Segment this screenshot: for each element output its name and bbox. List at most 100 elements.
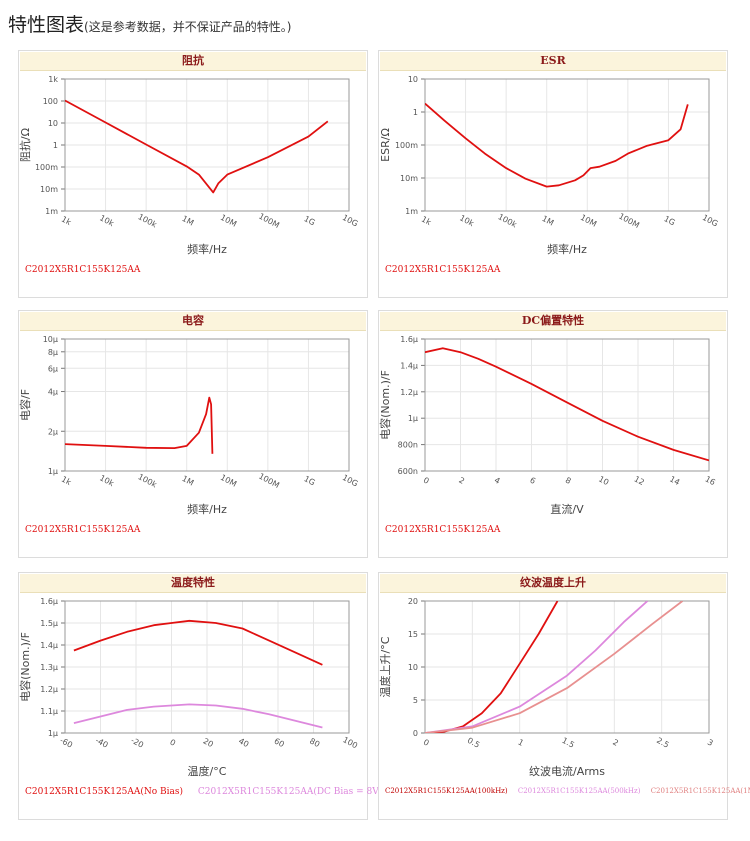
x-tick-label: 40 [237,736,250,749]
x-tick-label: 0 [422,476,431,486]
y-tick-label: 1.2μ [400,388,418,397]
x-tick-label: 10G [701,213,720,229]
x-tick-label: 10M [579,213,598,229]
y-tick-label: 6μ [48,364,58,373]
y-axis-label: ESR/Ω [379,128,392,162]
y-tick-label: 4μ [48,388,58,397]
y-tick-label: 1.4μ [40,641,58,650]
x-tick-label: 100k [136,212,158,229]
chart-title: ESR [380,52,726,71]
x-tick-label: 1G [303,474,317,487]
x-tick-label: 1M [180,214,195,228]
y-tick-label: 1 [53,141,58,150]
chart-title: 电容 [20,312,366,331]
x-tick-label: 2 [457,476,466,486]
legend-entry: C2012X5R1C155K125AA [385,265,501,275]
x-tick-label: -20 [129,736,145,750]
x-tick-label: -40 [94,736,110,750]
x-tick-label: 1.5 [560,736,575,750]
x-tick-label: 1 [516,738,525,748]
x-tick-label: 20 [202,736,215,749]
y-axis-label: 电容(Nom.)/F [379,370,392,440]
x-axis-label: 频率/Hz [187,242,227,256]
x-tick-label: 6 [528,476,537,486]
chart-panel-dc-bias: DC偏置特性 0 2 4 6 8 10 12 14 16 600n 800n 1μ 1.2μ 1.4μ 1.… [378,310,728,558]
y-axis-label: 温度上升/°C [379,636,392,697]
y-tick-label: 1.2μ [40,685,58,694]
y-tick-label: 0 [413,729,418,738]
legend-entry: C2012X5R1C155K125AA [25,525,141,535]
chart-svg: -60 -40 -20 0 20 40 60 80 100 1μ 1.1μ 1.2μ 1.3μ 1.4μ 1… [19,597,359,778]
x-tick-label: 80 [308,736,321,749]
y-tick-label: 800n [398,441,418,450]
plot-border [424,600,710,734]
chart-legend: C2012X5R1C155K125AA [25,525,152,535]
plot-border [424,78,710,212]
x-axis-label: 频率/Hz [547,242,587,256]
series-line [425,347,709,462]
y-tick-label: 10 [48,119,58,128]
y-tick-label: 5 [413,696,418,705]
y-tick-label: 10 [408,75,418,84]
chart-panel-capacitance: 电容 1k 10k 100k 1M 10M 100M 1G 10G 1μ 2μ 4μ 6μ 8μ 10μ 频… [18,310,368,558]
y-tick-label: 1μ [48,729,58,738]
y-tick-label: 15 [408,630,418,639]
y-tick-label: 10 [408,663,418,672]
y-tick-label: 100m [35,163,58,172]
x-tick-label: 4 [493,476,502,486]
chart-legend: C2012X5R1C155K125AA [25,265,152,275]
x-tick-label: -60 [58,736,74,750]
chart-legend: C2012X5R1C155K125AA [385,265,512,275]
series-line [73,703,323,729]
chart-svg: 1k 10k 100k 1M 10M 100M 1G 10G 1μ 2μ 4μ 6μ 8μ 10μ 频率/H… [19,335,360,516]
y-tick-label: 20 [408,597,418,606]
x-axis-label: 纹波电流/Arms [529,764,605,778]
x-tick-label: 2 [611,738,620,748]
y-tick-label: 1.6μ [400,335,418,344]
x-tick-label: 100M [617,212,641,230]
series-line [425,102,689,188]
y-tick-label: 10m [40,185,58,194]
plot-border [64,78,350,212]
page-title: 特性图表(这是参考数据，并不保证产品的特性。) [8,10,291,37]
x-tick-label: 10M [219,473,238,489]
y-tick-label: 1.6μ [40,597,58,606]
chart-svg: 1k 10k 100k 1M 10M 100M 1G 10G 1m 10m 100m 1 10 100 1k… [19,75,360,256]
x-axis-label: 频率/Hz [187,502,227,516]
y-tick-label: 1 [413,108,418,117]
y-tick-label: 1μ [408,414,418,423]
chart-title: 温度特性 [20,574,366,593]
y-tick-label: 2μ [48,427,58,436]
series-line [65,99,329,194]
x-tick-label: 2.5 [655,736,670,750]
x-tick-label: 1G [303,214,317,227]
x-tick-label: 1M [540,214,555,228]
x-tick-label: 1M [180,474,195,488]
y-tick-label: 100m [395,141,418,150]
x-tick-label: 60 [273,736,286,749]
x-tick-label: 10M [219,213,238,229]
legend-entry: C2012X5R1C155K125AA [385,525,501,535]
x-tick-label: 12 [633,474,646,487]
chart-title: 纹波温度上升 [380,574,726,593]
x-tick-label: 100k [136,472,158,489]
y-tick-label: 1.5μ [40,619,58,628]
series-line [425,601,649,733]
chart-svg: 0 0.5 1 1.5 2 2.5 3 0 5 10 15 20 纹波电流/Arms 温度上升/°C [379,597,715,778]
y-tick-label: 1.4μ [400,361,418,370]
series-line [73,619,323,666]
x-tick-label: 100 [341,735,359,750]
legend-entry: C2012X5R1C155K125AA(1MHz) [650,787,750,795]
x-tick-label: 3 [706,738,715,748]
x-tick-label: 100M [257,472,281,490]
series-line [65,396,214,454]
chart-svg: 0 2 4 6 8 10 12 14 16 600n 800n 1μ 1.2μ 1.4μ 1.6μ 直流/V 电… [379,335,717,516]
chart-legend: C2012X5R1C155K125AA(100kHz) C2012X5R1C15… [385,787,750,795]
chart-panel-ripple: 纹波温度上升 0 0.5 1 1.5 2 2.5 3 0 5 10 15 20 纹波电流/Arms 温度上… [378,572,750,820]
x-tick-label: 0 [422,738,431,748]
y-tick-label: 8μ [48,348,58,357]
x-tick-label: 1k [420,215,433,228]
x-tick-label: 0 [168,738,177,748]
plot-border [424,338,710,472]
legend-entry: C2012X5R1C155K125AA(No Bias) [25,787,184,797]
